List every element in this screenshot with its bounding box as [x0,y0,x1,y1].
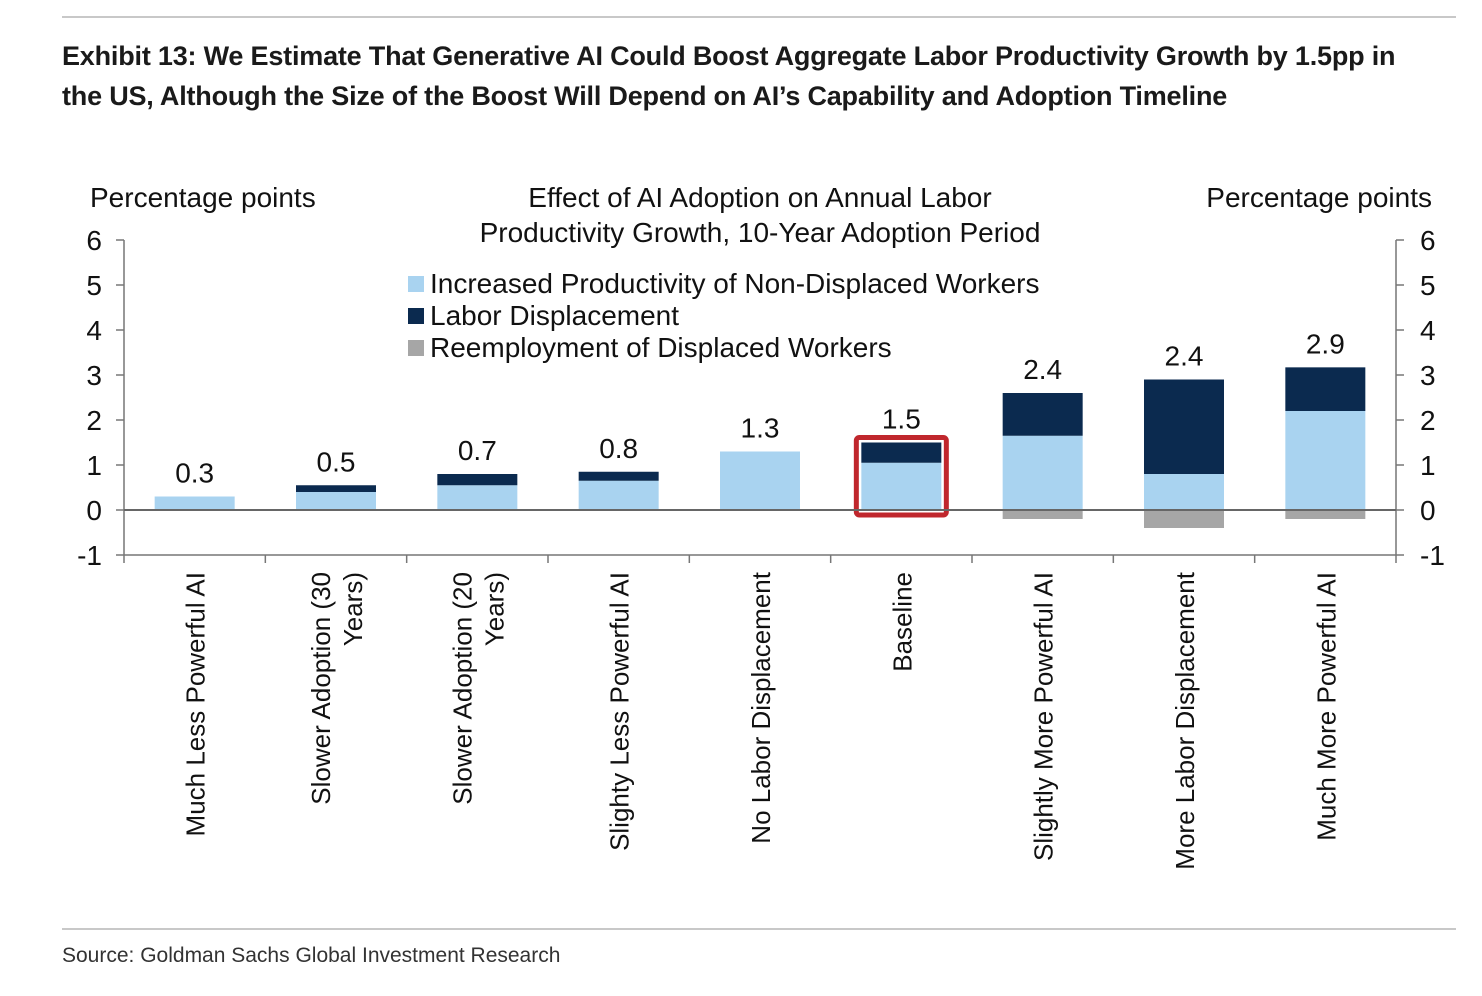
bar-segment [1144,379,1224,474]
chart-title-line-1: Effect of AI Adoption on Annual Labor [528,182,991,213]
bar-segment [437,485,518,510]
bar-segment [1285,510,1366,519]
data-label: 1.5 [882,404,921,435]
top-rule [62,16,1456,18]
left-tick-label: 0 [86,495,102,526]
chart-title-line-2: Productivity Growth, 10-Year Adoption Pe… [480,217,1041,248]
bar-segment [1144,510,1224,528]
left-axis-label: Percentage points [90,182,316,213]
bar-segment [1002,510,1083,519]
right-tick-label: -1 [1420,540,1445,571]
axes-layer [116,239,1404,563]
right-axis-label: Percentage points [1206,182,1432,213]
bar-segment [720,451,800,510]
source-note: Source: Goldman Sachs Global Investment … [62,944,561,967]
data-label: 0.8 [599,433,638,464]
bar-segment [861,442,942,463]
data-label: 0.7 [458,435,497,466]
left-tick-label: 1 [86,450,102,481]
bar-segment [1285,411,1366,510]
bar-segment [296,485,376,492]
category-label: More Labor Displacement [1170,571,1200,869]
bottom-rule [62,928,1456,930]
bar-segment [437,474,518,486]
bar-segment [578,471,659,481]
data-label: 0.5 [317,446,356,477]
category-label: Years) [338,572,368,646]
bar-segment [1285,367,1366,411]
category-label: Years) [479,572,509,646]
category-label: Slightly More Powerful AI [1029,572,1059,861]
data-label: 1.3 [741,413,780,444]
legend-label: Labor Displacement [430,300,679,331]
right-tick-label: 2 [1420,405,1436,436]
bars-layer [124,367,1396,528]
exhibit-title: Exhibit 13: We Estimate That Generative … [62,41,1396,111]
category-label: Baseline [887,572,917,672]
legend-label: Reemployment of Displaced Workers [430,332,892,363]
right-tick-label: 1 [1420,450,1436,481]
data-label: 2.4 [1165,341,1204,372]
category-label: Slower Adoption (30 [306,572,336,805]
bar-segment [578,480,659,510]
right-tick-label: 0 [1420,495,1436,526]
bar-segment [154,496,235,510]
legend-swatch [408,340,424,356]
left-tick-label: 2 [86,405,102,436]
bar-segment [296,492,376,510]
category-label: Much Less Powerful AI [181,572,211,836]
bar-segment [1002,393,1083,436]
left-tick-label: 3 [86,360,102,391]
legend-swatch [408,308,424,324]
bar-segment [1002,435,1083,510]
legend-swatch [408,276,424,292]
left-tick-label: -1 [77,540,102,571]
bar-segment [1144,474,1224,510]
category-label: Much More Powerful AI [1311,572,1341,841]
category-label: Slighty Less Powerful AI [605,572,635,851]
bar-segment [861,462,942,510]
left-tick-label: 4 [86,315,102,346]
data-label: 2.4 [1023,354,1062,385]
right-tick-label: 5 [1420,270,1436,301]
right-tick-label: 3 [1420,360,1436,391]
right-tick-label: 4 [1420,315,1436,346]
legend: Increased Productivity of Non-Displaced … [408,268,1040,363]
data-label: 2.9 [1306,328,1345,359]
category-label: No Labor Displacement [746,571,776,843]
labels-layer: -1 -1 0 0 1 1 2 2 3 3 4 4 5 5 6 6 0.3 Much Less Powerful … [77,225,1445,870]
baseline-highlight-box [853,435,949,518]
data-label: 0.3 [175,458,214,489]
right-tick-label: 6 [1420,225,1436,256]
left-tick-label: 5 [86,270,102,301]
left-tick-label: 6 [86,225,102,256]
category-label: Slower Adoption (20 [447,572,477,805]
legend-label: Increased Productivity of Non-Displaced … [430,268,1040,299]
